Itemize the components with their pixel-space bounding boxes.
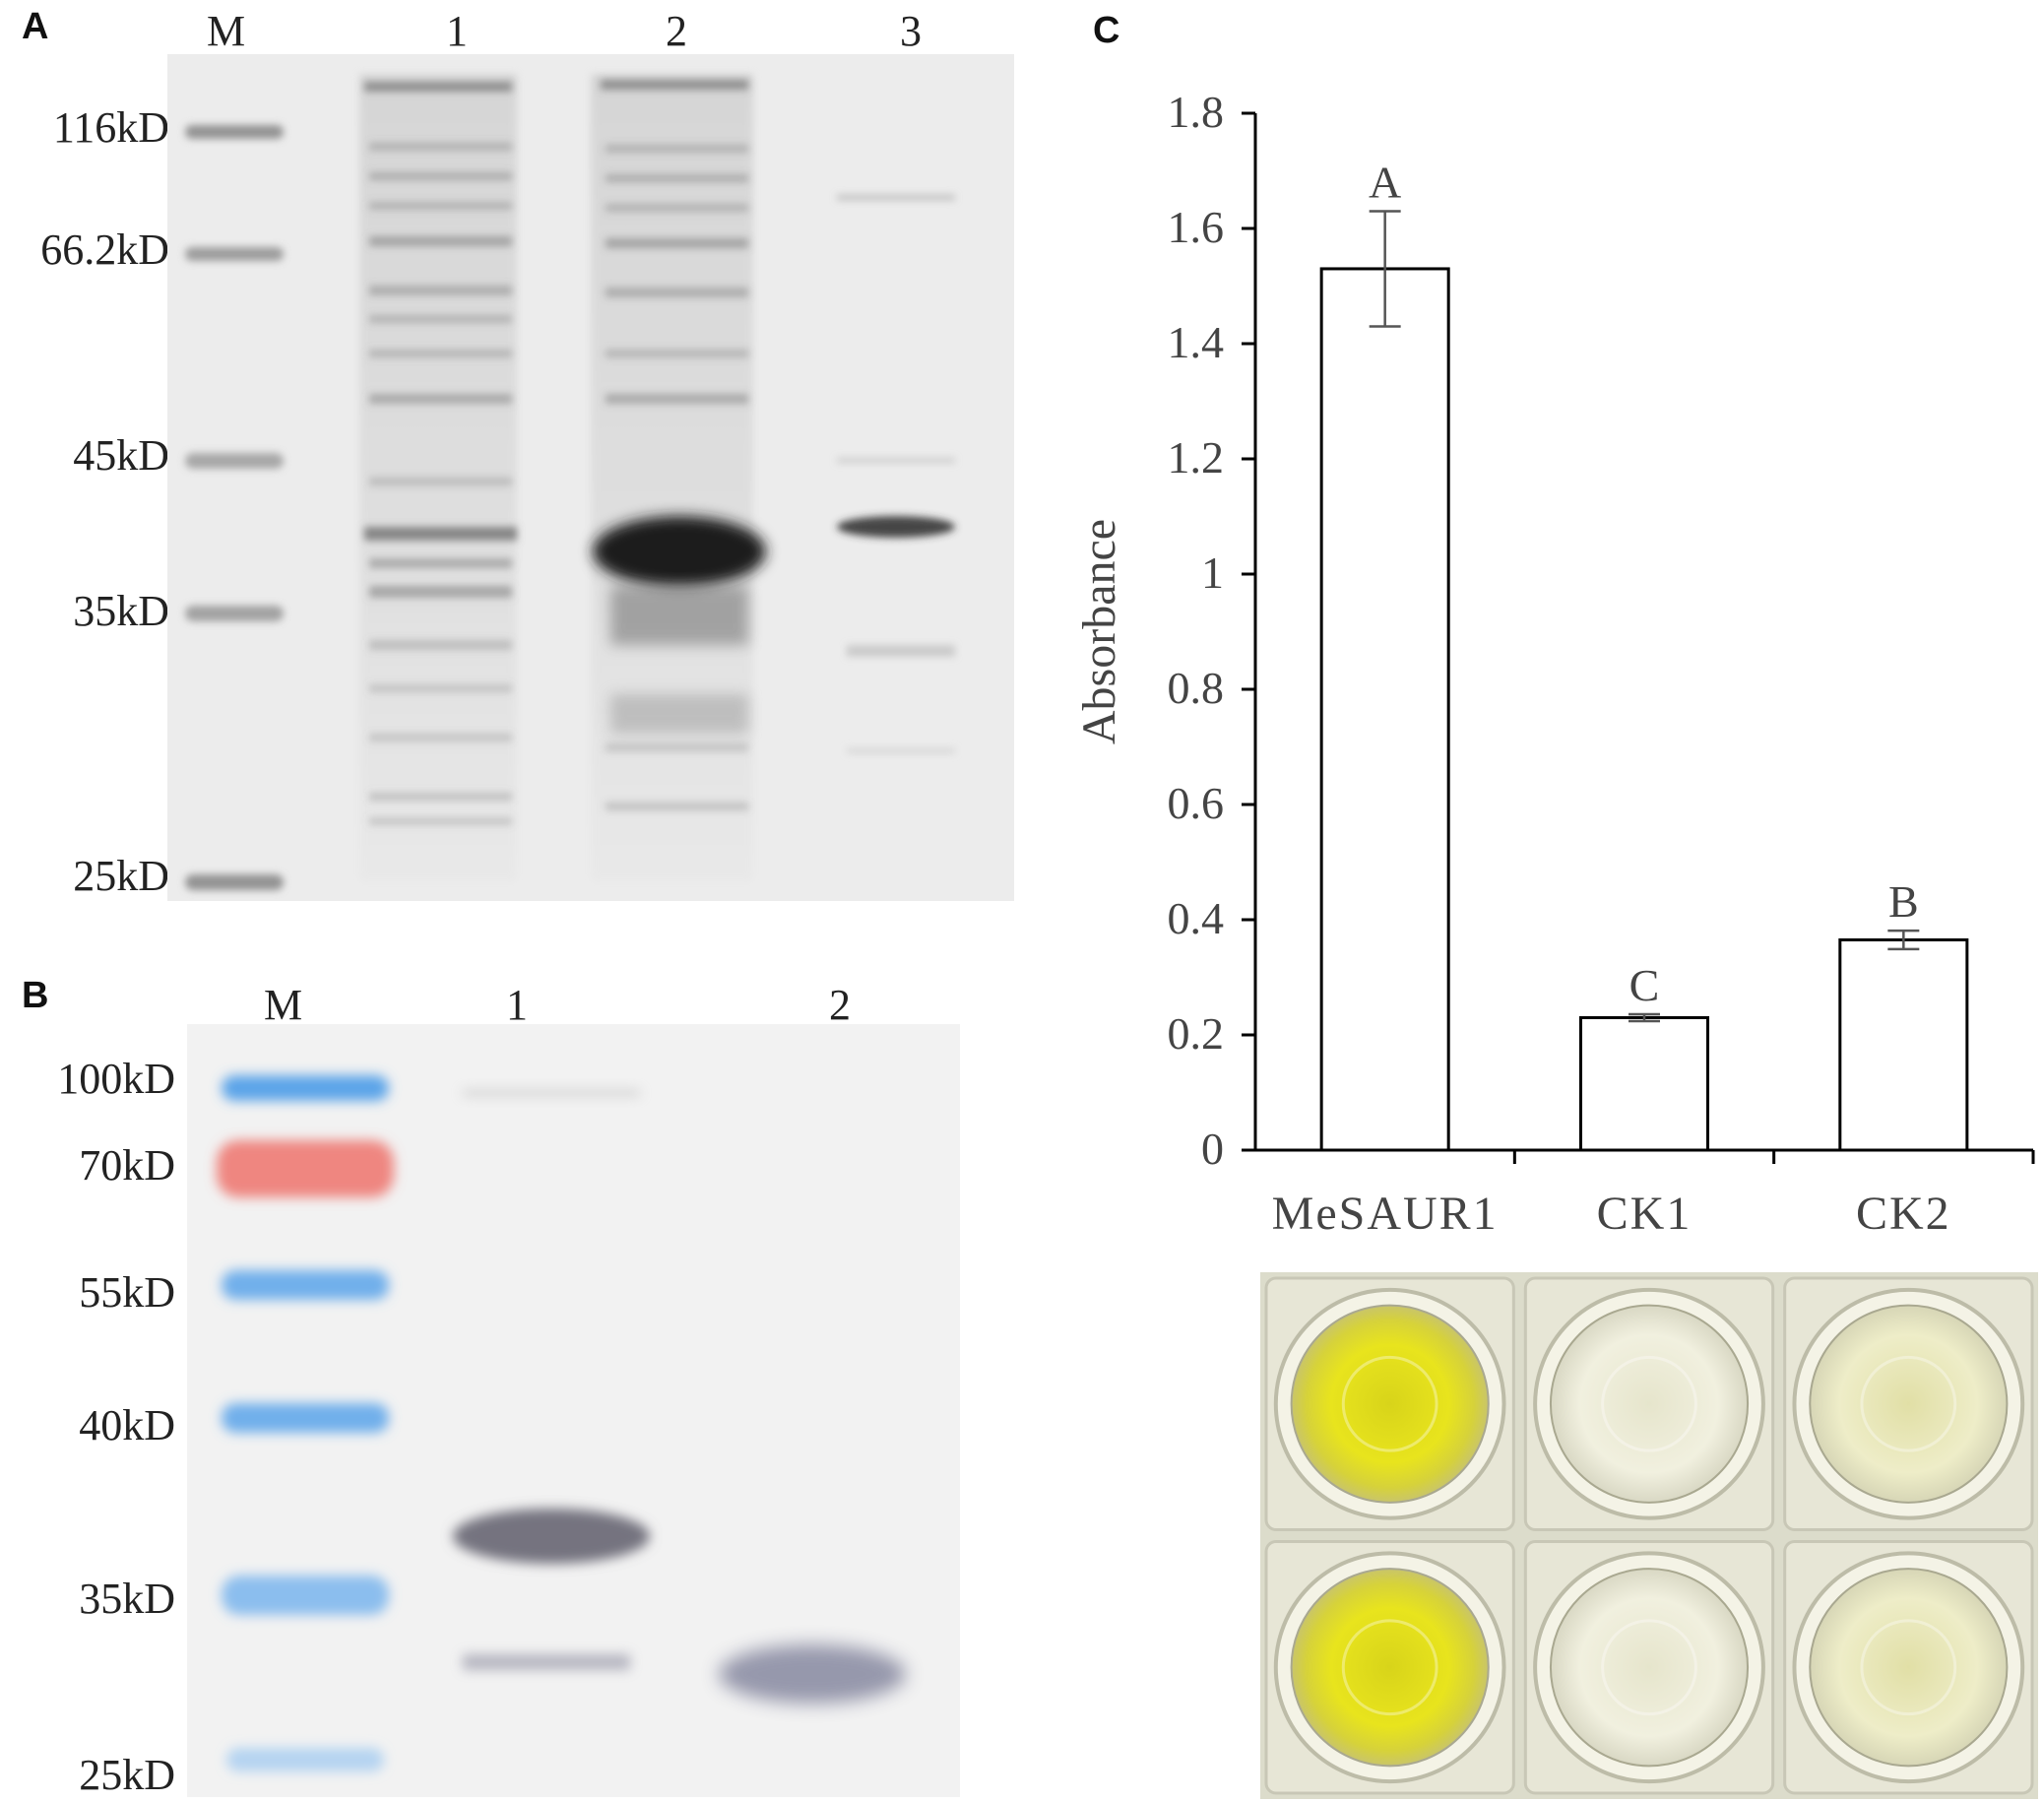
well-center-highlight [1860, 1355, 1957, 1452]
significance-letter: B [1888, 876, 1919, 927]
marker-band [185, 874, 284, 890]
ladder-band-25 [226, 1748, 384, 1771]
y-tick-label: 0.4 [1168, 893, 1225, 943]
y-tick-label: 0 [1201, 1124, 1224, 1174]
lane-2-overexpressed-band [593, 516, 766, 587]
panel-b-letter: B [22, 975, 49, 1016]
x-category-label: CK1 [1597, 1188, 1693, 1240]
significance-letter: A [1369, 157, 1401, 207]
panel-b-lane-label: 1 [506, 981, 528, 1029]
bar-mesaur1 [1319, 267, 1450, 1152]
well-ck2 [1809, 1304, 2009, 1504]
well-center-highlight [1601, 1355, 1697, 1452]
panel-a-lane-label: 2 [666, 7, 687, 55]
panel-b-marker-label: 55kD [79, 1268, 175, 1317]
panel-a-gel-image [167, 54, 1014, 901]
panel-a-letter: A [22, 6, 49, 47]
panel-b-marker-label: 25kD [79, 1751, 175, 1799]
panel-a-lane-label: 1 [446, 7, 468, 55]
ladder-band-35 [222, 1576, 389, 1615]
panel-a-marker-label: 66.2kD [40, 225, 169, 274]
ladder-band-40 [222, 1403, 389, 1433]
x-category-label: CK2 [1856, 1188, 1951, 1240]
panel-b-marker-label: 100kD [57, 1055, 175, 1103]
well-center-highlight [1601, 1619, 1697, 1716]
panel-a-marker-label: 45kD [73, 431, 169, 480]
y-tick-label: 0.2 [1168, 1008, 1225, 1059]
y-tick-label: 1 [1201, 547, 1224, 598]
panel-c-letter: C [1093, 10, 1120, 51]
marker-band [185, 453, 284, 469]
y-axis-label: Absorbance [1073, 519, 1125, 744]
marker-band [185, 125, 284, 139]
marker-band [185, 247, 284, 261]
panel-b-marker-label: 40kD [79, 1401, 175, 1449]
well-ck2 [1809, 1568, 2009, 1768]
x-category-label: MeSAUR1 [1272, 1188, 1499, 1240]
well-mesaur1 [1290, 1304, 1490, 1504]
ladder-band-100 [222, 1075, 389, 1101]
well-ck1 [1549, 1304, 1750, 1504]
well-center-highlight [1341, 1619, 1438, 1716]
panel-b-lane-label: M [264, 981, 303, 1029]
lane-3-purified-band [837, 516, 955, 538]
panel-a-marker-label: 25kD [73, 852, 169, 900]
panel-a-lane-label: 3 [900, 7, 922, 55]
y-tick-label: 1.6 [1168, 202, 1225, 252]
lane-1-fusion-band [453, 1509, 650, 1564]
panel-b-marker-label: 35kD [79, 1575, 175, 1623]
well-center-highlight [1860, 1619, 1957, 1716]
well-plate-photo [1260, 1272, 2038, 1799]
y-tick-label: 1.4 [1168, 317, 1225, 367]
panel-a-marker-label: 116kD [52, 103, 169, 152]
panel-a-marker-label: 35kD [73, 587, 169, 635]
panel-b-lane-label: 2 [829, 981, 851, 1029]
absorbance-bar-chart: 0 0.2 0.4 0.6 0.8 1 1.2 1.4 1.6 1.8 Absorbance A MeS… [1073, 87, 2035, 1240]
well-mesaur1 [1290, 1568, 1490, 1768]
y-tick-label: 0.8 [1168, 663, 1225, 713]
bar-ck1 [1578, 1015, 1710, 1152]
bar-ck2 [1838, 937, 1969, 1152]
panel-b-gel-image [187, 1024, 960, 1797]
panel-a-lane-label: M [207, 7, 246, 55]
y-tick-label: 1.2 [1168, 432, 1225, 483]
y-tick-label: 0.6 [1168, 778, 1225, 828]
well-center-highlight [1341, 1355, 1438, 1452]
well-ck1 [1549, 1568, 1750, 1768]
ladder-band-55 [222, 1270, 389, 1300]
ladder-band-70 [217, 1140, 394, 1197]
y-tick-label: 1.8 [1168, 87, 1225, 137]
lane-2-tag-band [719, 1644, 906, 1704]
marker-band [185, 606, 284, 621]
panel-b-marker-label: 70kD [79, 1141, 175, 1190]
significance-letter: C [1629, 960, 1660, 1010]
